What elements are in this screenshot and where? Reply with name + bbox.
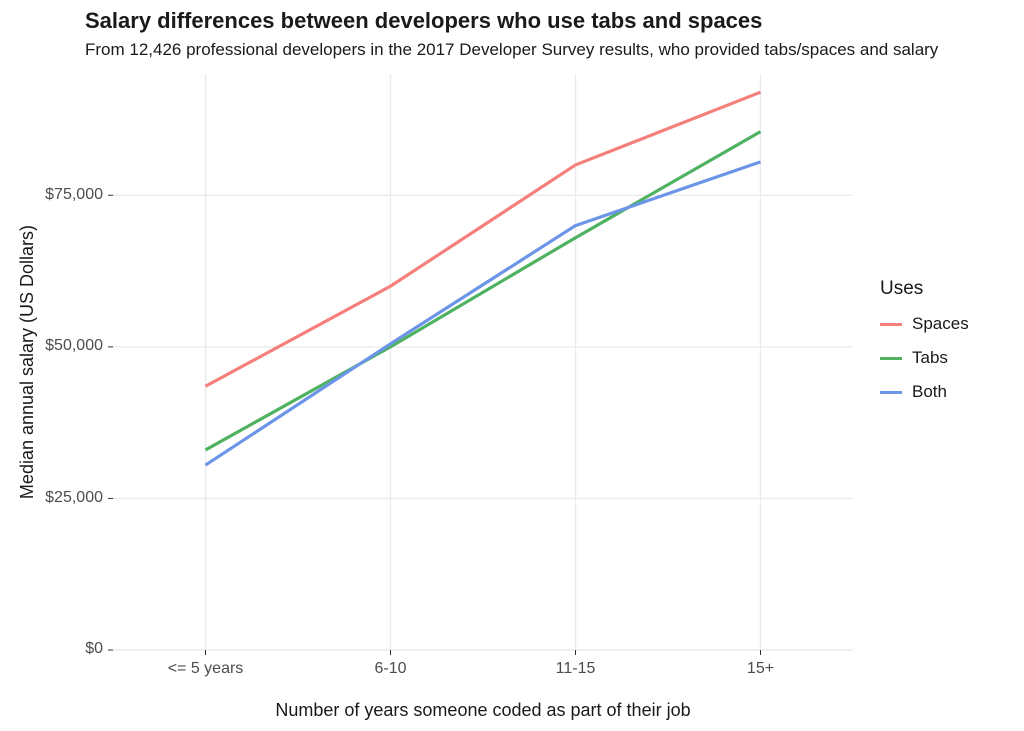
legend-title: Uses bbox=[880, 278, 969, 300]
series-line-tabs bbox=[206, 132, 761, 450]
legend: Uses Spaces Tabs Both bbox=[880, 278, 969, 402]
legend-item-both: Both bbox=[880, 382, 969, 402]
legend-swatch bbox=[880, 323, 902, 326]
legend-label: Both bbox=[912, 382, 947, 402]
legend-item-tabs: Tabs bbox=[880, 348, 969, 368]
chart-root: Salary differences between developers wh… bbox=[0, 0, 1024, 731]
legend-item-spaces: Spaces bbox=[880, 314, 969, 334]
y-axis-title: Median annual salary (US Dollars) bbox=[17, 74, 38, 650]
series-line-both bbox=[206, 162, 761, 465]
x-tick-label: 11-15 bbox=[516, 660, 636, 678]
legend-swatch bbox=[880, 391, 902, 394]
legend-label: Tabs bbox=[912, 348, 948, 368]
y-tick-label: $0 bbox=[85, 640, 103, 658]
y-tick-label: $50,000 bbox=[45, 337, 103, 355]
x-axis-title: Number of years someone coded as part of… bbox=[113, 700, 853, 721]
x-tick-label: <= 5 years bbox=[146, 660, 266, 678]
y-tick-label: $25,000 bbox=[45, 489, 103, 507]
y-tick-label: $75,000 bbox=[45, 186, 103, 204]
x-tick-label: 15+ bbox=[701, 660, 821, 678]
legend-label: Spaces bbox=[912, 314, 969, 334]
plot-svg bbox=[0, 0, 1024, 731]
series-line-spaces bbox=[206, 92, 761, 386]
legend-swatch bbox=[880, 357, 902, 360]
x-tick-label: 6-10 bbox=[331, 660, 451, 678]
